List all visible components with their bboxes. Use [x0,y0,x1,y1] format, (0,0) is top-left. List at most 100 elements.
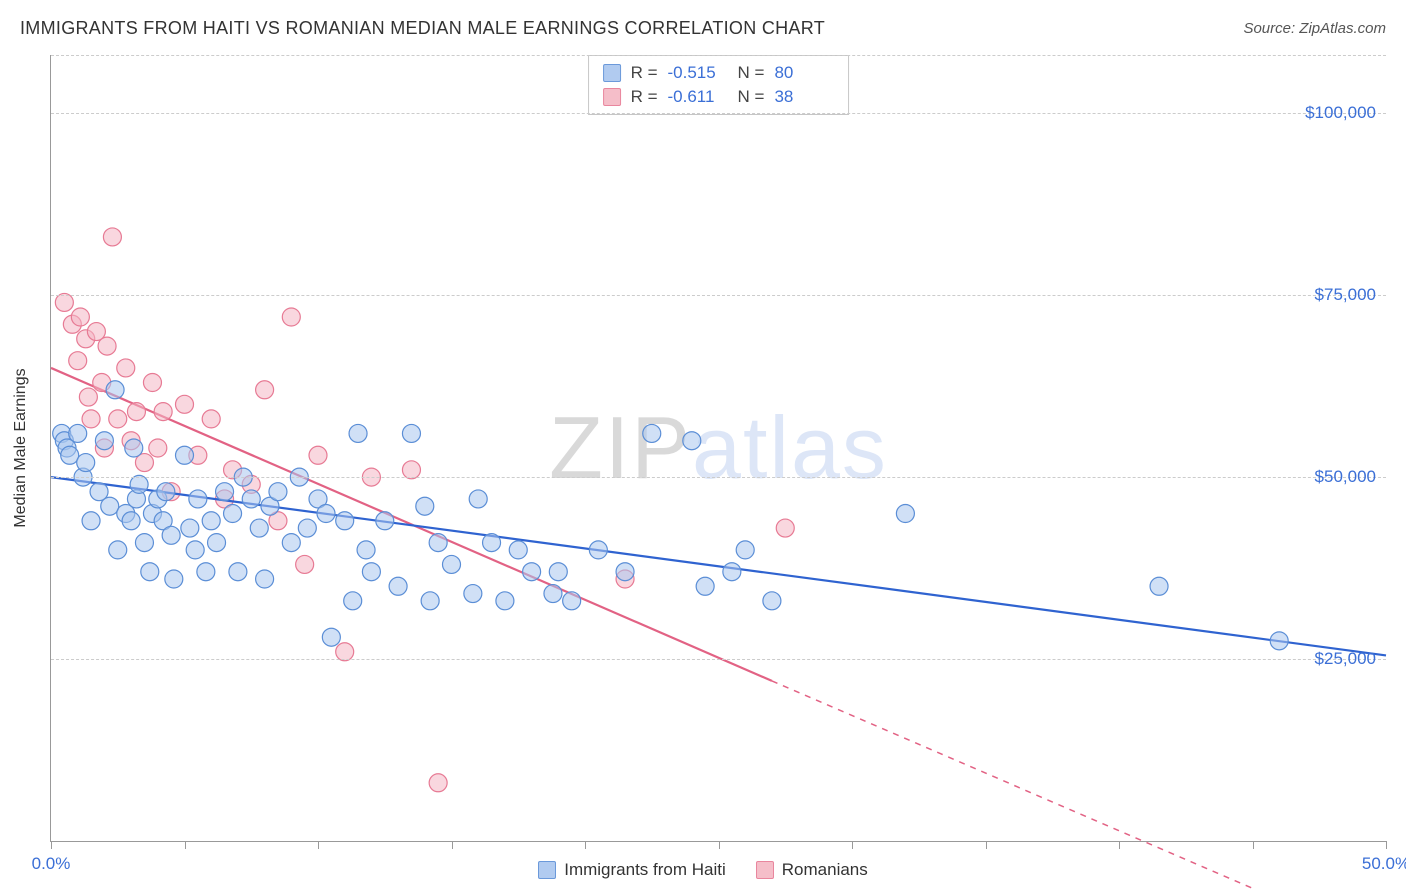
scatter-point [357,541,375,559]
x-tick [719,841,720,849]
scatter-point [336,512,354,530]
gridline [51,659,1386,660]
x-tick [986,841,987,849]
scatter-point [202,512,220,530]
scatter-point [544,585,562,603]
scatter-point [135,534,153,552]
scatter-point [322,628,340,646]
scatter-point [69,424,87,442]
y-tick-label: $25,000 [1315,649,1376,669]
r-label: R = [631,87,658,107]
scatter-point [589,541,607,559]
scatter-point [282,534,300,552]
x-tick [318,841,319,849]
footer-legend-item-series2: Romanians [756,860,868,880]
scatter-point [109,410,127,428]
scatter-point [643,424,661,442]
scatter-point [77,454,95,472]
scatter-point [683,432,701,450]
n-value-series2: 38 [774,87,834,107]
scatter-point [242,490,260,508]
scatter-point [416,497,434,515]
scatter-point [82,410,100,428]
x-tick [1386,841,1387,849]
scatter-point [181,519,199,537]
scatter-point [1150,577,1168,595]
scatter-point [317,505,335,523]
n-label: N = [738,63,765,83]
scatter-point [250,519,268,537]
scatter-point [298,519,316,537]
y-tick-label: $100,000 [1305,103,1376,123]
scatter-point [429,774,447,792]
scatter-point [216,483,234,501]
scatter-point [896,505,914,523]
scatter-point [696,577,714,595]
header: IMMIGRANTS FROM HAITI VS ROMANIAN MEDIAN… [0,0,1406,47]
scatter-point [421,592,439,610]
y-tick-label: $75,000 [1315,285,1376,305]
scatter-point [429,534,447,552]
scatter-point [616,563,634,581]
scatter-point [197,563,215,581]
scatter-point [269,483,287,501]
scatter-point [122,512,140,530]
scatter-point [106,381,124,399]
scatter-point [763,592,781,610]
footer-legend: Immigrants from Haiti Romanians [0,860,1406,880]
scatter-point [509,541,527,559]
scatter-point [82,512,100,530]
scatter-point [776,519,794,537]
scatter-point [523,563,541,581]
scatter-point [101,497,119,515]
swatch-series1-footer [538,861,556,879]
r-label: R = [631,63,658,83]
scatter-point [189,490,207,508]
x-tick [585,841,586,849]
scatter-point [469,490,487,508]
x-tick [852,841,853,849]
chart-plot-area: Median Male Earnings ZIPatlas R = -0.515… [50,55,1386,842]
y-axis-title: Median Male Earnings [12,368,30,527]
scatter-point [296,555,314,573]
scatter-point [549,563,567,581]
scatter-point [69,352,87,370]
n-label: N = [738,87,765,107]
scatter-point [483,534,501,552]
scatter-point [154,403,172,421]
scatter-point [162,526,180,544]
scatter-point [496,592,514,610]
scatter-point [149,439,167,457]
scatter-point [229,563,247,581]
n-value-series1: 80 [774,63,834,83]
scatter-point [443,555,461,573]
scatter-point [103,228,121,246]
scatter-point [563,592,581,610]
footer-legend-item-series1: Immigrants from Haiti [538,860,726,880]
scatter-point [143,374,161,392]
swatch-series2-footer [756,861,774,879]
scatter-point [1270,632,1288,650]
y-tick-label: $50,000 [1315,467,1376,487]
scatter-point [186,541,204,559]
scatter-point [723,563,741,581]
r-value-series2: -0.611 [668,87,728,107]
swatch-series2 [603,88,621,106]
gridline [51,477,1386,478]
scatter-point [125,439,143,457]
scatter-point [79,388,97,406]
x-tick [51,841,52,849]
scatter-point [157,483,175,501]
x-tick [1253,841,1254,849]
x-tick [452,841,453,849]
scatter-point [464,585,482,603]
scatter-point [208,534,226,552]
legend-row-series1: R = -0.515 N = 80 [603,61,835,85]
gridline [51,55,1386,56]
scatter-point [95,432,113,450]
legend-row-series2: R = -0.611 N = 38 [603,85,835,109]
scatter-point [309,446,327,464]
scatter-point [224,505,242,523]
gridline [51,113,1386,114]
scatter-point [117,359,135,377]
